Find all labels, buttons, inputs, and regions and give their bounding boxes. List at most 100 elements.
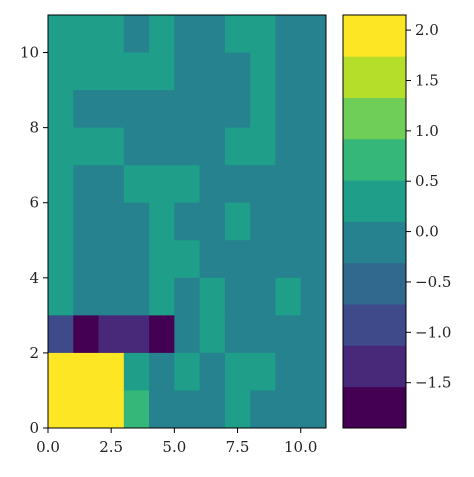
heatmap-cell — [224, 52, 251, 91]
colorbar-tick-label: 1.5 — [415, 71, 439, 89]
heatmap-cell — [199, 390, 226, 429]
heatmap-cell — [48, 165, 74, 204]
heatmap-cell — [300, 15, 327, 53]
x-tick-label: 7.5 — [226, 438, 250, 456]
heatmap-cell — [250, 352, 276, 391]
heatmap-cell — [224, 165, 251, 204]
x-tick-label: 0.0 — [36, 438, 60, 456]
heatmap-cell — [250, 240, 276, 279]
heatmap-cell — [199, 127, 226, 166]
heatmap-cell — [250, 390, 276, 429]
x-tick-label: 2.5 — [99, 438, 123, 456]
heatmap-cell — [149, 90, 175, 129]
heatmap-cell — [149, 127, 175, 166]
heatmap-cell — [174, 352, 201, 391]
heatmap-cell — [199, 202, 226, 241]
heatmap-cell — [224, 15, 251, 53]
heatmap-cell — [123, 240, 150, 279]
heatmap-cell — [149, 390, 175, 429]
heatmap-cell — [73, 15, 99, 53]
heatmap-cell — [275, 352, 302, 391]
heatmap-cell — [300, 352, 327, 391]
x-tick-label: 5.0 — [162, 438, 186, 456]
heatmap-cell — [149, 15, 175, 53]
heatmap-cell — [199, 315, 226, 354]
plot-frame — [47, 14, 327, 429]
colorbar-tick-label: 1.0 — [415, 122, 439, 140]
heatmap-cells — [48, 15, 327, 429]
colorbar-tick-label: −1.0 — [415, 323, 451, 341]
colorbar-tick-label: −0.5 — [415, 273, 451, 291]
heatmap-cell — [98, 277, 125, 316]
heatmap-cell — [73, 127, 99, 166]
heatmap-cell — [275, 202, 302, 241]
colorbar-tick-label: −1.5 — [415, 374, 451, 392]
heatmap-cell — [199, 165, 226, 204]
heatmap-cell — [300, 202, 327, 241]
y-tick-label: 10 — [20, 44, 39, 62]
heatmap-cell — [250, 202, 276, 241]
heatmap-cell — [224, 202, 251, 241]
heatmap-cell — [98, 315, 125, 354]
heatmap-cell — [73, 240, 99, 279]
heatmap-cell — [275, 15, 302, 53]
heatmap-cell — [300, 165, 327, 204]
y-tick-label: 8 — [29, 119, 39, 137]
heatmap-cell — [48, 127, 74, 166]
heatmap-cell — [123, 315, 150, 354]
colorbar-tick-label: 0.5 — [415, 172, 439, 190]
heatmap-cell — [224, 240, 251, 279]
heatmap-cell — [73, 52, 99, 91]
heatmap-cell — [98, 240, 125, 279]
heatmap-cell — [98, 202, 125, 241]
heatmap-cell — [123, 352, 150, 391]
colorbar-bin — [343, 56, 406, 98]
heatmap-cell — [98, 52, 125, 91]
heatmap-cell — [250, 90, 276, 129]
colorbar-axis: 2.0 1.5 1.0 0.5 0.0 −0.5 −1.0 −1.5 — [406, 21, 451, 392]
heatmap-cell — [250, 15, 276, 53]
x-axis: 0.0 2.5 5.0 7.5 10.0 — [36, 428, 317, 456]
heatmap-cell — [275, 165, 302, 204]
colorbar-bin — [343, 221, 406, 264]
heatmap-cell — [98, 90, 125, 129]
heatmap-cell — [174, 165, 201, 204]
heatmap-cell — [300, 277, 327, 316]
heatmap-cell — [98, 390, 125, 429]
colorbar-bin — [343, 386, 406, 429]
heatmap-cell — [123, 165, 150, 204]
y-tick-label: 2 — [29, 344, 39, 362]
heatmap-cell — [73, 315, 99, 354]
heatmap-cell — [174, 315, 201, 354]
heatmap-cell — [300, 315, 327, 354]
heatmap-cell — [149, 165, 175, 204]
heatmap-cell — [174, 277, 201, 316]
heatmap-cell — [123, 52, 150, 91]
heatmap-cell — [73, 390, 99, 429]
heatmap-cell — [199, 52, 226, 91]
heatmap-cell — [224, 315, 251, 354]
heatmap-cell — [73, 202, 99, 241]
colorbar-tick-label: 2.0 — [415, 21, 439, 39]
heatmap-cell — [250, 277, 276, 316]
heatmap-cell — [123, 277, 150, 316]
heatmap-cell — [199, 277, 226, 316]
heatmap-cell — [98, 352, 125, 391]
heatmap-cell — [73, 352, 99, 391]
heatmap-cell — [275, 52, 302, 91]
heatmap-cell — [300, 90, 327, 129]
heatmap-cell — [48, 52, 74, 91]
heatmap-cell — [48, 315, 74, 354]
heatmap-cell — [275, 240, 302, 279]
heatmap-cell — [275, 277, 302, 316]
colorbar-tick-label: 0.0 — [415, 223, 439, 241]
heatmap-cell — [224, 90, 251, 129]
heatmap-cell — [174, 390, 201, 429]
heatmap-cell — [98, 165, 125, 204]
heatmap-cell — [174, 240, 201, 279]
heatmap-cell — [275, 390, 302, 429]
heatmap-cell — [300, 127, 327, 166]
y-axis: 0 2 4 6 8 10 — [20, 44, 48, 437]
heatmap-cell — [48, 202, 74, 241]
